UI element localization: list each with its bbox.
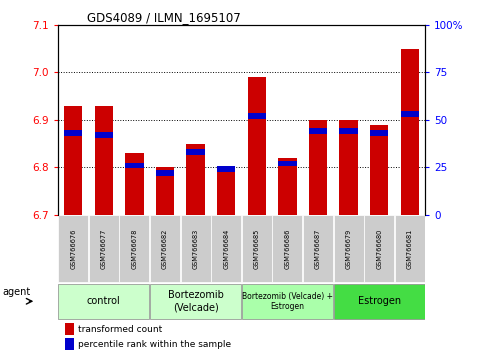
Bar (58, 284, 149, 319)
Bar (340, 128, 358, 134)
Text: GSM766678: GSM766678 (131, 228, 138, 269)
Bar (334, 216, 364, 282)
Text: percentile rank within the sample: percentile rank within the sample (78, 340, 231, 349)
Bar (400, 111, 419, 117)
Bar (119, 216, 149, 282)
Text: GDS4089 / ILMN_1695107: GDS4089 / ILMN_1695107 (87, 11, 241, 24)
Bar (400, 48, 419, 215)
Bar (156, 170, 174, 176)
Text: GSM766685: GSM766685 (254, 228, 260, 269)
Bar (58, 216, 88, 282)
Bar (150, 216, 180, 282)
Bar (340, 120, 358, 215)
Text: GSM766676: GSM766676 (70, 228, 76, 269)
Bar (181, 216, 211, 282)
Bar (242, 284, 333, 319)
Bar (186, 143, 205, 215)
Bar (65, 338, 74, 350)
Bar (89, 216, 119, 282)
Bar (242, 216, 272, 282)
Text: transformed count: transformed count (78, 325, 162, 333)
Text: GSM766683: GSM766683 (193, 229, 199, 269)
Text: GSM766680: GSM766680 (376, 228, 382, 269)
Bar (395, 216, 425, 282)
Bar (186, 149, 205, 155)
Bar (303, 216, 333, 282)
Bar (65, 323, 74, 335)
Bar (217, 167, 235, 215)
Bar (211, 216, 241, 282)
Bar (248, 77, 266, 215)
Bar (272, 216, 302, 282)
Bar (64, 130, 83, 136)
Text: Bortezomib (Velcade) +
Estrogen: Bortezomib (Velcade) + Estrogen (242, 292, 333, 311)
Text: GSM766677: GSM766677 (101, 228, 107, 269)
Bar (125, 162, 143, 168)
Bar (64, 105, 83, 215)
Bar (217, 166, 235, 172)
Text: control: control (87, 296, 121, 306)
Text: GSM766684: GSM766684 (223, 228, 229, 269)
Bar (370, 130, 388, 136)
Bar (248, 113, 266, 119)
Bar (309, 120, 327, 215)
Text: GSM766681: GSM766681 (407, 229, 413, 269)
Bar (370, 125, 388, 215)
Bar (278, 161, 297, 166)
Text: GSM766686: GSM766686 (284, 228, 290, 269)
Bar (125, 153, 143, 215)
Bar (156, 167, 174, 215)
Text: Bortezomib
(Velcade): Bortezomib (Velcade) (168, 291, 224, 312)
Text: GSM766679: GSM766679 (345, 229, 352, 269)
Bar (334, 284, 425, 319)
Bar (278, 158, 297, 215)
Text: agent: agent (2, 287, 30, 297)
Text: GSM766687: GSM766687 (315, 228, 321, 269)
Bar (150, 284, 241, 319)
Bar (309, 128, 327, 134)
Text: Estrogen: Estrogen (357, 296, 401, 306)
Text: GSM766682: GSM766682 (162, 228, 168, 269)
Bar (95, 105, 113, 215)
Bar (95, 132, 113, 138)
Bar (364, 216, 394, 282)
